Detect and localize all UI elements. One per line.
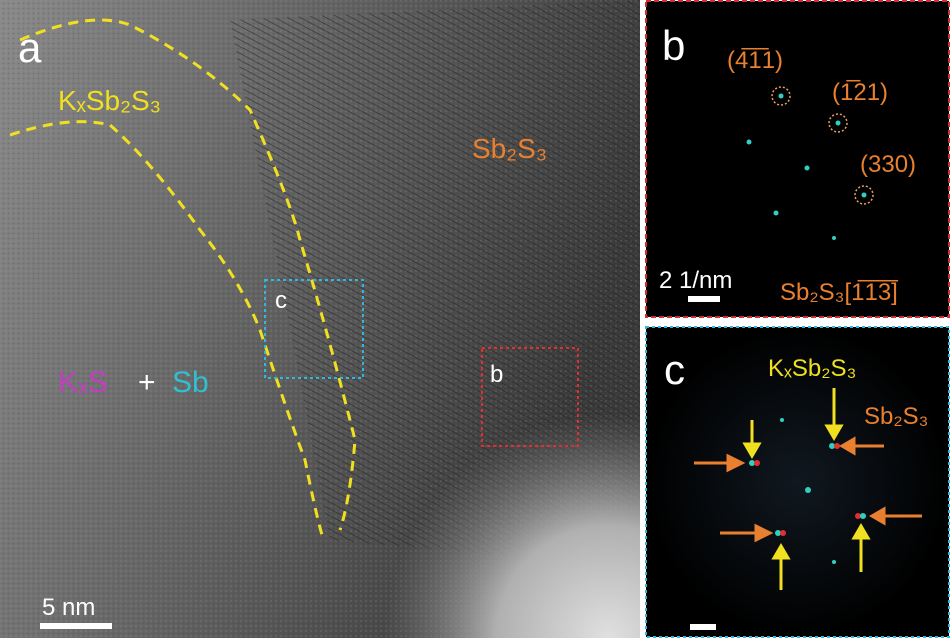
panel-a: a KₓSb₂S₃ Sb₂S₃ KₓS + Sb c b 5 nm [0, 0, 640, 638]
panel-c: c KₓSb₂S₃ Sb₂S₃ [646, 327, 949, 637]
scale-bar [688, 296, 720, 302]
scale-bar [40, 623, 112, 629]
product-label: KₓS [58, 366, 108, 399]
panel-b: b (4̅1̅1) (1̅21) (330) 2 1/nm Sb₂S₃[1̅1̅… [646, 1, 949, 317]
box-label: b [490, 361, 503, 388]
plus-sign: + [138, 366, 156, 399]
panel-label: a [18, 24, 42, 71]
scale-bar-label: 5 nm [42, 594, 95, 621]
product-label: Sb [172, 366, 209, 399]
phase-label: KₓSb₂S₃ [768, 355, 856, 382]
box-label: c [275, 287, 287, 314]
spot-label: (330) [860, 151, 916, 178]
phase-label: KₓSb₂S₃ [58, 85, 161, 116]
spot-label: (1̅21) [832, 79, 888, 106]
phase-label: Sb₂S₃ [864, 403, 928, 430]
spot-label: (4̅1̅1) [727, 47, 783, 74]
panel-label: b [662, 22, 685, 69]
scale-bar [690, 624, 716, 630]
figure: a KₓSb₂S₃ Sb₂S₃ KₓS + Sb c b 5 nm b (4̅1… [0, 0, 950, 638]
scale-bar-label: 2 1/nm [659, 267, 732, 294]
phase-label: Sb₂S₃ [472, 133, 547, 164]
zone-axis-label: Sb₂S₃[1̅1̅3̅] [780, 279, 898, 306]
panel-label: c [664, 346, 685, 393]
page: a KₓSb₂S₃ Sb₂S₃ KₓS + Sb c b 5 nm b (4̅1… [0, 0, 950, 638]
